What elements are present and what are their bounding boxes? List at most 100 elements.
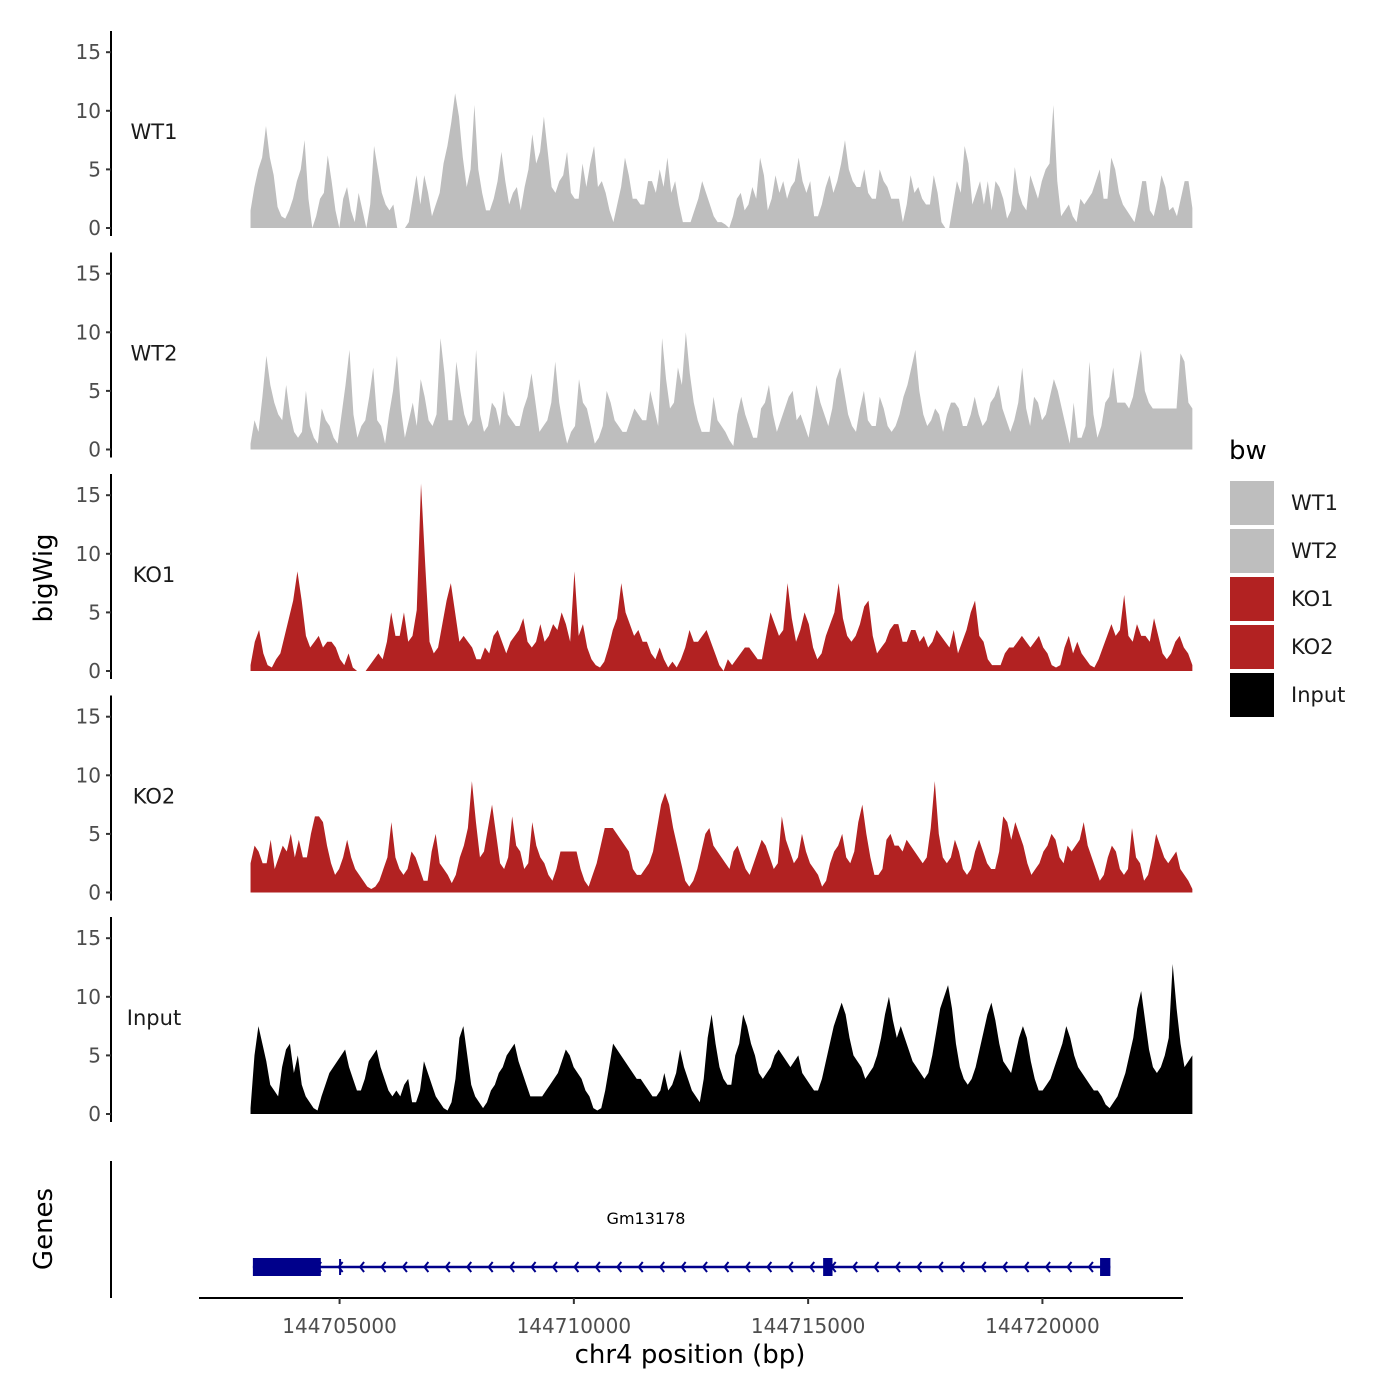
y-tick-label-wt2-5: 5: [88, 379, 101, 403]
legend-label-wt1: WT1: [1291, 491, 1338, 515]
gene-strand-arrow: [916, 1261, 923, 1273]
y-tick-label-input-10: 10: [76, 985, 101, 1009]
gene-model: [252, 1258, 1111, 1276]
y-tick-label-ko1-15: 15: [76, 483, 101, 507]
gene-strand-arrow: [851, 1261, 858, 1273]
gene-annotation-panel: Gm13178: [110, 1161, 1111, 1298]
x-tick-label-144715000: 144715000: [751, 1314, 866, 1338]
legend-label-ko1: KO1: [1291, 587, 1334, 611]
y-tick-label-wt1-0: 0: [88, 216, 101, 240]
legend-label-wt2: WT2: [1291, 539, 1338, 563]
gene-strand-arrow: [937, 1261, 944, 1273]
y-tick-label-ko1-5: 5: [88, 600, 101, 624]
coverage-area-ko1: [250, 483, 1193, 671]
x-tick-label-144710000: 144710000: [517, 1314, 632, 1338]
gene-strand-arrow: [530, 1261, 537, 1273]
gene-strand-arrow: [766, 1261, 773, 1273]
gene-strand-arrow: [701, 1261, 708, 1273]
gene-strand-arrow: [1023, 1261, 1030, 1273]
gene-strand-arrow: [723, 1261, 730, 1273]
gene-strand-arrow: [808, 1261, 816, 1273]
gene-strand-arrow: [1066, 1261, 1073, 1273]
y-tick-label-input-15: 15: [76, 926, 101, 950]
x-tick-label-144720000: 144720000: [985, 1314, 1100, 1338]
y-axis-title: bigWig: [29, 533, 59, 622]
coverage-area-input: [250, 963, 1193, 1114]
track-label-ko2: KO2: [133, 784, 176, 808]
gene-strand-arrow: [337, 1261, 344, 1273]
gene-strand-arrow: [873, 1261, 880, 1273]
gene-strand-arrow: [401, 1261, 408, 1273]
gene-strand-arrow: [358, 1261, 365, 1273]
track-label-wt2: WT2: [131, 341, 178, 365]
y-tick-label-input-5: 5: [88, 1043, 101, 1067]
track-wt2: 0 5 10 15 WT2: [76, 252, 1193, 462]
gene-strand-arrow: [380, 1261, 387, 1273]
y-tick-label-ko2-15: 15: [76, 705, 101, 729]
gene-strand-arrow: [744, 1261, 751, 1273]
gene-exon-3: [1100, 1258, 1111, 1276]
gene-strand-arrow: [551, 1261, 558, 1273]
legend-key-wt2: [1230, 529, 1274, 573]
gene-strand-arrow: [573, 1261, 580, 1273]
gene-strand-arrow: [980, 1261, 987, 1273]
legend-label-ko2: KO2: [1291, 635, 1334, 659]
gene-strand-arrow: [787, 1261, 794, 1273]
gene-strand-arrow: [444, 1261, 451, 1273]
y-tick-label-input-0: 0: [88, 1102, 101, 1126]
track-label-ko1: KO1: [133, 563, 176, 587]
track-wt1: 0 5 10 15 WT1: [76, 31, 1193, 240]
gene-strand-arrow: [1044, 1261, 1051, 1273]
y-tick-label-wt1-10: 10: [76, 99, 101, 123]
gene-strand-arrow: [465, 1261, 473, 1273]
gene-strand-arrow: [423, 1261, 430, 1273]
y-tick-label-wt1-5: 5: [88, 157, 101, 181]
track-label-input: Input: [127, 1006, 181, 1030]
coverage-area-wt2: [250, 332, 1193, 450]
y-tick-label-wt2-10: 10: [76, 320, 101, 344]
coverage-area-ko2: [250, 781, 1193, 893]
x-axis: 144705000 144710000 144715000 144720000: [199, 1297, 1183, 1338]
legend-key-ko1: [1230, 577, 1274, 621]
y-tick-label-wt2-0: 0: [88, 438, 101, 462]
x-tick-label-144705000: 144705000: [282, 1314, 397, 1338]
gene-strand-arrow: [1001, 1261, 1008, 1273]
y-tick-label-ko2-0: 0: [88, 881, 101, 905]
track-ko1: 0 5 10 15 KO1: [76, 474, 1193, 683]
gene-strand-arrow: [487, 1261, 494, 1273]
legend: bw WT1 WT2 KO1 KO2 Input: [1229, 436, 1345, 717]
y-tick-label-ko1-10: 10: [76, 542, 101, 566]
legend-key-input: [1230, 673, 1274, 717]
track-label-wt1: WT1: [131, 120, 178, 144]
genes-axis-title: Genes: [29, 1188, 59, 1270]
coverage-area-wt1: [250, 93, 1193, 228]
legend-key-ko2: [1230, 625, 1274, 669]
track-input: 0 5 10 15 Input: [76, 917, 1193, 1126]
legend-label-input: Input: [1291, 683, 1345, 707]
y-tick-label-ko1-0: 0: [88, 659, 101, 683]
gene-strand-arrow: [1087, 1261, 1094, 1273]
y-tick-label-ko2-5: 5: [88, 822, 101, 846]
gene-exon-2: [823, 1258, 833, 1276]
gene-exon-1: [252, 1258, 321, 1276]
y-tick-label-ko2-10: 10: [76, 763, 101, 787]
gene-strand-arrow: [658, 1261, 665, 1273]
gene-strand-arrow: [616, 1261, 623, 1273]
legend-title: bw: [1229, 436, 1267, 466]
gene-strand-arrow: [508, 1261, 515, 1273]
y-tick-label-wt2-15: 15: [76, 262, 101, 286]
y-tick-label-wt1-15: 15: [76, 40, 101, 64]
gene-strand-arrow: [594, 1261, 601, 1273]
gene-strand-arrow: [894, 1261, 901, 1273]
gene-strand-arrow: [637, 1261, 644, 1273]
bigwig-tracks: 0 5 10 15 WT1 0 5 10 15 WT2 0 5 10 15 KO1 0 5 10 15 KO2 0 5 10…: [76, 31, 1193, 1126]
legend-key-wt1: [1230, 481, 1274, 525]
gene-name-label: Gm13178: [607, 1209, 686, 1228]
x-axis-ticks: 144705000 144710000 144715000 144720000: [282, 1298, 1100, 1338]
gene-strand-arrow: [680, 1261, 687, 1273]
gene-strand-arrow: [959, 1261, 966, 1273]
x-axis-title: chr4 position (bp): [575, 1340, 806, 1370]
legend-items: WT1 WT2 KO1 KO2 Input: [1230, 481, 1345, 717]
track-ko2: 0 5 10 15 KO2: [76, 695, 1193, 905]
